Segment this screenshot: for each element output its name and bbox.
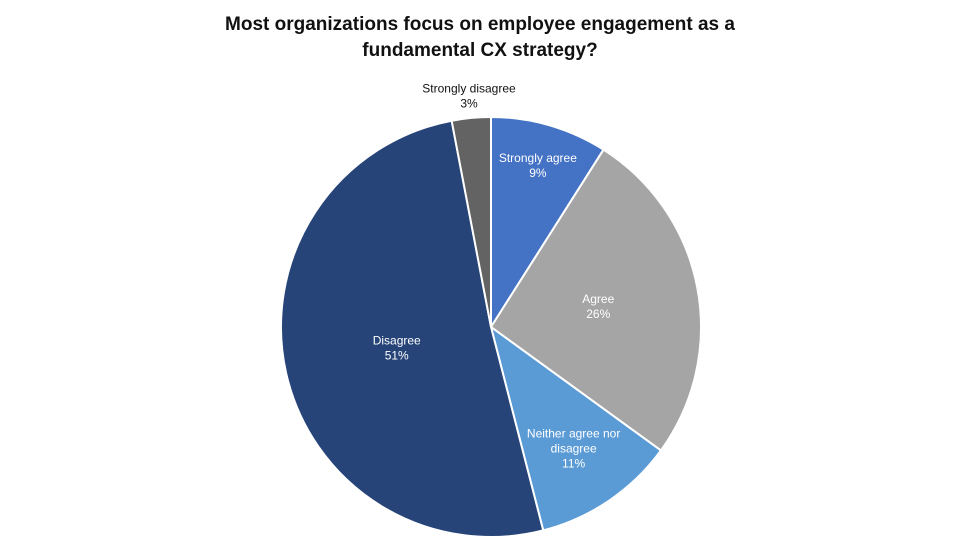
data-label-neither-agree-nor-disagree: Neither agree nor disagree 11% bbox=[527, 427, 620, 471]
pie-slice-neither-agree-nor-disagree bbox=[489, 324, 663, 532]
data-label-disagree: Disagree 51% bbox=[373, 334, 421, 363]
data-label-strongly-disagree: Strongly disagree 3% bbox=[422, 82, 516, 111]
chart-title: Most organizations focus on employee eng… bbox=[0, 12, 960, 64]
chart-title-line-1: Most organizations focus on employee eng… bbox=[225, 14, 735, 35]
data-label-agree: Agree 26% bbox=[582, 292, 614, 321]
pie-slice-strongly-agree bbox=[490, 115, 605, 331]
pie-slice-agree bbox=[489, 148, 702, 452]
data-label-strongly-agree: Strongly agree 9% bbox=[499, 151, 577, 180]
chart-title-line-2: fundamental CX strategy? bbox=[362, 40, 598, 61]
pie-slice-strongly-disagree bbox=[450, 115, 492, 328]
pie-slice-disagree bbox=[279, 119, 545, 538]
